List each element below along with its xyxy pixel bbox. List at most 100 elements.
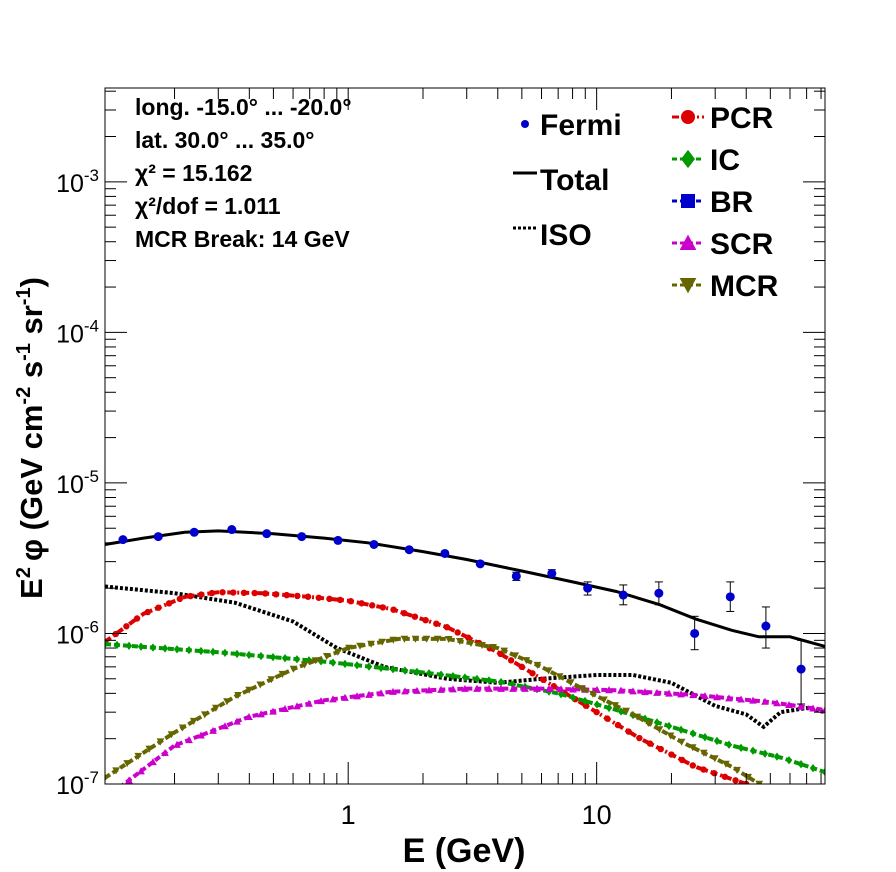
series-marker-scr: [353, 692, 361, 700]
series-marker-pcr: [657, 745, 664, 753]
series-marker-mcr: [400, 635, 409, 643]
series-marker-pcr: [710, 769, 718, 777]
series-marker-mcr: [755, 780, 764, 784]
series-marker-pcr: [230, 589, 237, 596]
series-marker-pcr: [197, 591, 205, 598]
y-tick-label: 10-5: [56, 467, 99, 499]
series-marker-ic: [797, 760, 805, 769]
series-marker-ic: [197, 646, 205, 656]
series-marker-ic: [185, 645, 193, 655]
series-marker-scr: [701, 692, 709, 700]
y-tick-exponent: -3: [84, 166, 99, 185]
legend-label-pcr: PCR: [710, 102, 774, 135]
y-label-part: -2: [13, 387, 35, 405]
series-marker-pcr: [636, 734, 643, 742]
x-axis-label: E (GeV): [403, 832, 526, 870]
series-marker-pcr: [454, 629, 461, 636]
series-marker-scr: [569, 685, 577, 693]
series-marker-ic: [653, 718, 661, 727]
series-marker-mcr: [489, 644, 497, 652]
series-marker-mcr: [200, 711, 209, 719]
series-marker-scr: [149, 758, 157, 766]
y-tick-label: 10-3: [56, 166, 99, 198]
fermi-data-point: [690, 628, 700, 638]
series-marker-pcr: [336, 596, 344, 604]
series-marker-mcr: [256, 681, 265, 689]
series-marker-ic: [233, 649, 241, 659]
series-marker-scr: [545, 684, 553, 692]
series-marker-scr: [521, 684, 529, 692]
fermi-data-point: [796, 664, 806, 674]
series-marker-mcr: [600, 696, 608, 704]
series-marker-scr: [173, 740, 181, 748]
y-label-part: ): [14, 277, 49, 287]
y-tick-label: 10-6: [56, 617, 99, 649]
series-marker-pcr: [315, 594, 322, 601]
series-marker-mcr: [633, 713, 642, 721]
series-marker-ic: [137, 642, 145, 651]
y-tick-base: 10: [56, 621, 84, 649]
fermi-data-point: [404, 545, 414, 555]
series-marker-scr: [725, 694, 733, 702]
fermi-data-point: [618, 590, 628, 600]
series-line-total: [105, 529, 825, 648]
y-label-part: φ (GeV cm: [14, 405, 49, 562]
series-marker-pcr: [539, 676, 547, 683]
series-marker-pcr: [144, 608, 151, 616]
series-marker-pcr: [465, 634, 472, 641]
series-marker-mcr: [433, 635, 442, 643]
series-marker-scr: [449, 685, 457, 693]
series-marker-mcr: [611, 702, 619, 710]
series-marker-mcr: [733, 766, 741, 774]
series-marker-scr: [665, 689, 673, 697]
series-marker-pcr: [240, 589, 248, 597]
axis-ticks: [105, 88, 825, 785]
series-marker-scr: [329, 695, 337, 703]
series-marker-pcr: [358, 600, 365, 607]
plot-frame: [104, 87, 826, 785]
series-marker-mcr: [289, 665, 298, 673]
series-marker-mcr: [178, 724, 187, 732]
series-marker-mcr: [467, 640, 475, 648]
legend-symbol-fermi: [521, 120, 529, 128]
series-marker-mcr: [577, 685, 586, 693]
y-axis-label: E2φ (GeV cm-2 s-1 sr-1): [13, 277, 49, 599]
series-marker-ic: [377, 663, 385, 673]
series-marker-mcr: [123, 760, 132, 768]
series-marker-mcr: [500, 647, 509, 655]
series-marker-ic: [473, 674, 481, 684]
series-marker-pcr: [251, 589, 258, 597]
legend-label-scr: SCR: [710, 228, 774, 261]
series-marker-mcr: [167, 731, 176, 739]
series-marker-ic: [173, 645, 181, 654]
series-marker-mcr: [555, 673, 564, 681]
y-label-part: E: [14, 578, 49, 599]
series-marker-mcr: [134, 752, 143, 760]
fermi-data-point: [547, 569, 557, 579]
series-marker-scr: [605, 686, 613, 694]
series-marker-scr: [401, 687, 409, 695]
series-marker-mcr: [145, 745, 154, 753]
series-line-mcr: [105, 636, 764, 784]
series-marker-mcr: [112, 767, 120, 775]
y-tick-base: 10: [56, 320, 84, 348]
series-marker-scr: [821, 706, 825, 714]
series-marker-pcr: [721, 773, 729, 780]
series-marker-mcr: [711, 755, 719, 763]
fermi-data-point: [475, 559, 485, 569]
series-marker-ic: [437, 670, 445, 679]
y-label-part: 2: [13, 567, 35, 578]
series-marker-scr: [389, 687, 397, 695]
series-marker-ic: [509, 680, 517, 689]
series-marker-ic: [425, 669, 433, 678]
series-marker-scr: [785, 700, 793, 709]
series-marker-scr: [125, 776, 133, 784]
series-marker-scr: [305, 699, 313, 707]
series-marker-ic: [497, 677, 505, 687]
y-tick-exponent: -4: [84, 316, 99, 335]
series-marker-ic: [665, 721, 673, 731]
series-marker-pcr: [176, 595, 184, 603]
series-marker-mcr: [566, 679, 575, 687]
series-marker-pcr: [208, 589, 216, 597]
series-marker-ic: [749, 746, 757, 755]
